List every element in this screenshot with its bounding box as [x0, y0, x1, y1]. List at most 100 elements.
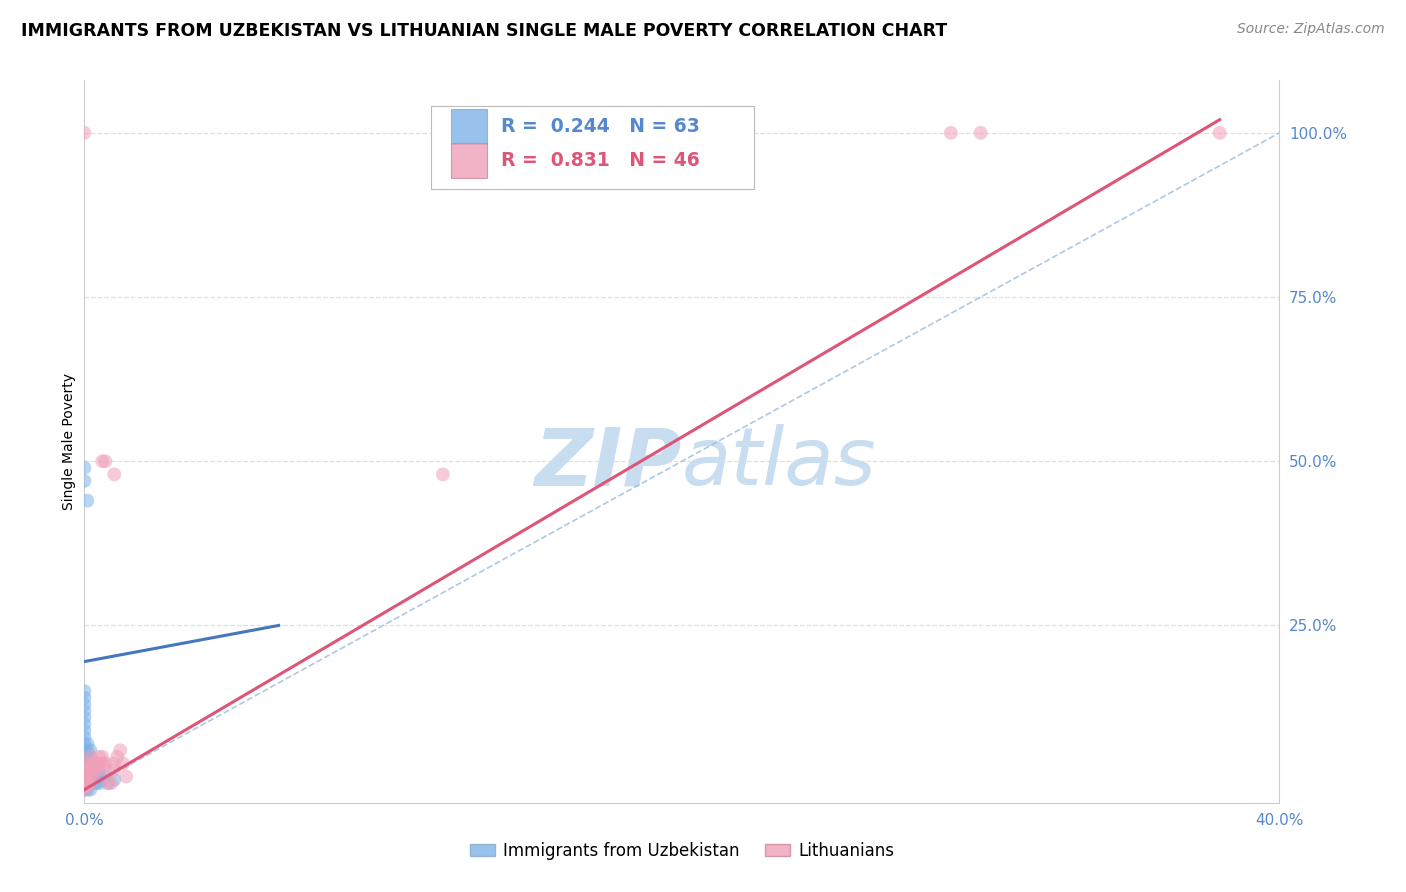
Point [86, 776, 108, 790]
Point [73, 730, 96, 744]
Point [79, 763, 101, 777]
Point [82, 756, 104, 771]
Point [82, 770, 104, 784]
Point [73, 704, 96, 718]
Point [73, 760, 96, 774]
Point [94, 763, 117, 777]
Point [73, 780, 96, 794]
Point [76, 756, 98, 771]
Point [76, 776, 98, 790]
Point [76, 772, 98, 787]
Point [73, 771, 96, 785]
Point [112, 756, 135, 771]
Point [76, 770, 98, 784]
Point [73, 747, 96, 761]
Point [73, 776, 96, 790]
Point [82, 760, 104, 774]
Point [73, 710, 96, 724]
Point [73, 756, 96, 771]
Text: IMMIGRANTS FROM UZBEKISTAN VS LITHUANIAN SINGLE MALE POVERTY CORRELATION CHART: IMMIGRANTS FROM UZBEKISTAN VS LITHUANIAN… [21, 22, 948, 40]
Point [103, 772, 125, 787]
Point [79, 770, 101, 784]
Point [91, 749, 114, 764]
Point [103, 756, 125, 771]
Point [79, 749, 101, 764]
Point [105, 749, 128, 764]
Point [76, 763, 98, 777]
Point [432, 467, 454, 482]
Point [82, 770, 104, 784]
Point [76, 493, 98, 508]
Point [73, 766, 96, 780]
Point [73, 772, 96, 787]
Point [86, 760, 108, 774]
Point [73, 737, 96, 751]
Point [73, 764, 96, 779]
Point [82, 756, 104, 771]
Text: R =  0.244   N = 63: R = 0.244 N = 63 [502, 117, 700, 136]
Text: Source: ZipAtlas.com: Source: ZipAtlas.com [1237, 22, 1385, 37]
Point [73, 781, 96, 796]
Y-axis label: Single Male Poverty: Single Male Poverty [62, 373, 76, 510]
Point [73, 698, 96, 712]
Point [73, 768, 96, 782]
Point [73, 126, 96, 140]
Point [73, 766, 96, 780]
Point [79, 743, 101, 757]
Point [76, 760, 98, 774]
Point [91, 772, 114, 787]
Point [76, 780, 98, 794]
Point [73, 777, 96, 791]
Point [76, 749, 98, 764]
Legend: Immigrants from Uzbekistan, Lithuanians: Immigrants from Uzbekistan, Lithuanians [463, 836, 901, 867]
Text: atlas: atlas [682, 425, 877, 502]
Text: R =  0.831   N = 46: R = 0.831 N = 46 [502, 151, 700, 170]
Point [73, 776, 96, 790]
Point [76, 763, 98, 777]
Point [73, 774, 96, 789]
Point [100, 776, 122, 790]
Point [73, 782, 96, 797]
FancyBboxPatch shape [451, 109, 486, 144]
Point [97, 776, 120, 790]
Point [73, 717, 96, 731]
Point [110, 743, 132, 757]
Point [79, 749, 101, 764]
Point [73, 763, 96, 777]
Point [79, 776, 101, 790]
Point [970, 126, 993, 140]
Point [1209, 126, 1232, 140]
Point [86, 770, 108, 784]
Point [79, 782, 101, 797]
Point [97, 776, 120, 790]
Point [73, 743, 96, 757]
Point [76, 772, 98, 787]
Point [115, 770, 138, 784]
Point [91, 454, 114, 468]
Point [89, 776, 111, 790]
Point [94, 454, 117, 468]
Point [76, 756, 98, 771]
Point [89, 756, 111, 771]
Point [91, 756, 114, 771]
Point [76, 776, 98, 790]
Point [86, 763, 108, 777]
Point [73, 772, 96, 787]
Point [73, 763, 96, 777]
Point [939, 126, 962, 140]
Point [82, 763, 104, 777]
Point [94, 756, 117, 771]
Point [79, 776, 101, 790]
Point [79, 756, 101, 771]
Point [103, 763, 125, 777]
Point [82, 763, 104, 777]
Point [73, 474, 96, 488]
Point [76, 743, 98, 757]
Point [76, 766, 98, 780]
Point [94, 770, 117, 784]
Point [89, 763, 111, 777]
Point [73, 690, 96, 705]
Point [79, 770, 101, 784]
Point [76, 737, 98, 751]
Point [73, 684, 96, 698]
